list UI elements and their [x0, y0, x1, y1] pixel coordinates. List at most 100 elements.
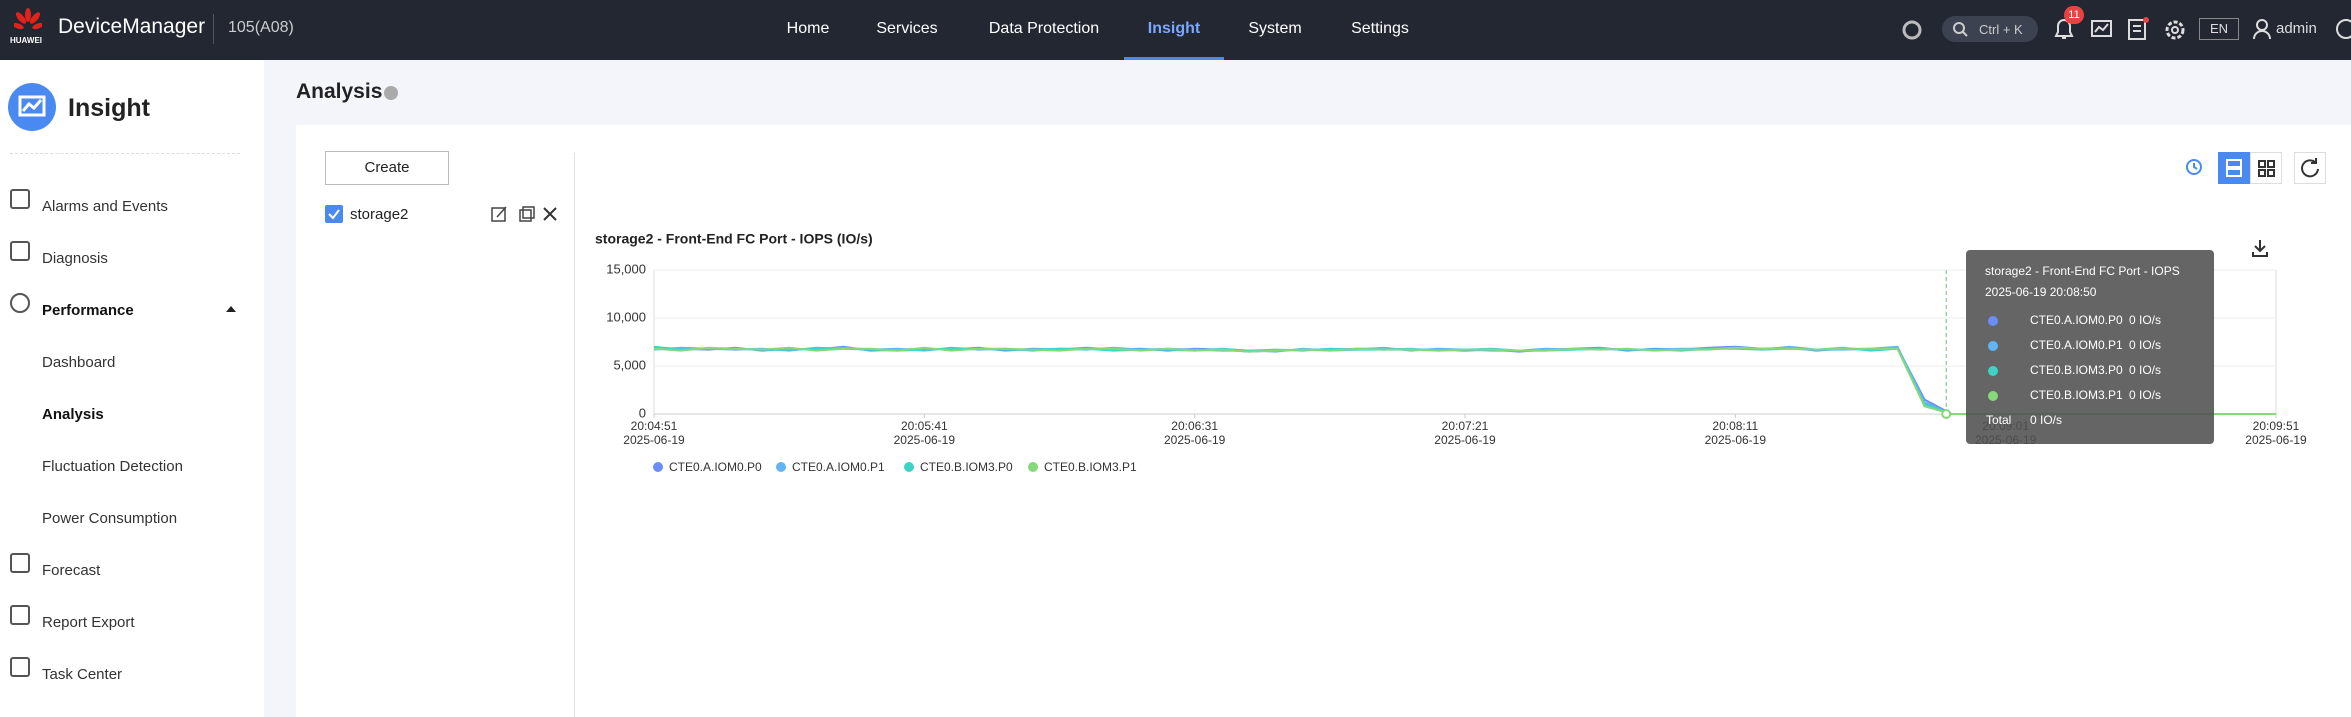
- legend-dot: [1028, 462, 1038, 472]
- tooltip-dot: [1988, 391, 1998, 401]
- x-tick-date: 2025-06-19: [623, 433, 685, 447]
- legend-label: CTE0.B.IOM3.P0: [920, 460, 1013, 474]
- legend-label: CTE0.B.IOM3.P1: [1044, 460, 1137, 474]
- brand: HUAWEI: [10, 36, 42, 45]
- x-tick-label: 20:08:11: [1712, 419, 1758, 433]
- tooltip-total: 0 IO/s: [2030, 413, 2062, 427]
- y-tick-label: 10,000: [606, 309, 646, 324]
- create-button[interactable]: Create: [325, 151, 449, 185]
- user-icon: [2253, 19, 2271, 40]
- download-icon[interactable]: [2250, 238, 2270, 258]
- legend-label: CTE0.A.IOM0.P0: [669, 460, 762, 474]
- submenu-item[interactable]: Fluctuation Detection: [42, 458, 183, 475]
- menu-item[interactable]: Diagnosis: [42, 250, 108, 267]
- x-tick-date: 2025-06-19: [2245, 433, 2307, 447]
- nav-item[interactable]: System: [1248, 20, 1302, 37]
- legend-dot: [776, 462, 786, 472]
- y-tick-label: 15,000: [606, 261, 646, 276]
- menu-icon: [10, 605, 30, 625]
- divider: [574, 153, 575, 717]
- history-icon[interactable]: [2184, 157, 2204, 177]
- x-tick-label: 20:09:51: [2253, 419, 2300, 433]
- menu-item[interactable]: Forecast: [42, 562, 101, 579]
- tooltip: [1966, 250, 2214, 444]
- tooltip-time: 2025-06-19 20:08:50: [1985, 285, 2097, 299]
- tooltip-dot: [1988, 316, 1998, 326]
- tooltip-title: storage2 - Front-End FC Port - IOPS: [1985, 264, 2180, 278]
- tooltip-value: 0 IO/s: [2129, 363, 2161, 377]
- tooltip-name: CTE0.A.IOM0.P0: [2030, 313, 2123, 327]
- search-icon: [1953, 22, 1968, 37]
- tooltip-total-label: Total: [1986, 413, 2011, 427]
- menu-icon: [10, 657, 30, 677]
- tooltip-name: CTE0.A.IOM0.P1: [2030, 338, 2123, 352]
- monitor-icon[interactable]: [2090, 18, 2114, 42]
- view-toggle[interactable]: [2218, 152, 2282, 184]
- tasks-icon[interactable]: [2126, 16, 2150, 42]
- hover-point: [1941, 409, 1952, 419]
- menu-item[interactable]: Task Center: [42, 666, 123, 683]
- notification-badge: 11: [2064, 6, 2084, 24]
- legend-dot: [904, 462, 914, 472]
- x-tick-label: 20:04:51: [631, 419, 678, 433]
- menu-item[interactable]: Performance: [42, 302, 134, 319]
- menu-icon: [10, 241, 30, 261]
- tooltip-dot: [1988, 366, 1998, 376]
- x-tick-label: 20:05:41: [901, 419, 948, 433]
- item-actions[interactable]: [490, 205, 560, 225]
- submenu-item[interactable]: Analysis: [42, 406, 104, 423]
- divider: [213, 14, 214, 44]
- tooltip-dot: [1988, 341, 1998, 351]
- sidebar: Insight Alarms and Events Diagnosis Perfor…: [0, 60, 264, 717]
- nav-item[interactable]: Data Protection: [988, 20, 1100, 37]
- y-tick-label: 5,000: [613, 357, 646, 372]
- menu-icon: [10, 293, 30, 313]
- x-tick-date: 2025-06-19: [1705, 433, 1767, 447]
- x-tick-label: 20:07:21: [1442, 419, 1489, 433]
- top-bar: HUAWEI DeviceManager 105(A08) Home Servic…: [0, 0, 2351, 60]
- page-title: Analysis: [296, 80, 383, 103]
- search-hint: Ctrl + K: [1979, 22, 2023, 37]
- legend-label: CTE0.A.IOM0.P1: [792, 460, 885, 474]
- logo: [14, 8, 42, 30]
- legend-dot: [653, 462, 663, 472]
- tooltip-value: 0 IO/s: [2129, 338, 2161, 352]
- theme-icon[interactable]: [1900, 18, 1924, 42]
- settings-icon[interactable]: [2162, 17, 2188, 43]
- insight-icon: [8, 83, 56, 131]
- tooltip-value: 0 IO/s: [2129, 313, 2161, 327]
- divider: [10, 153, 240, 154]
- search[interactable]: Ctrl + K: [1942, 16, 2038, 42]
- x-tick-date: 2025-06-19: [1434, 433, 1496, 447]
- x-tick-date: 2025-06-19: [894, 433, 956, 447]
- refresh-button[interactable]: [2294, 152, 2326, 184]
- help-icon[interactable]: [2334, 17, 2351, 41]
- nav-item[interactable]: Insight: [1147, 20, 1201, 37]
- user-name[interactable]: admin: [2276, 20, 2317, 37]
- tooltip-value: 0 IO/s: [2129, 388, 2161, 402]
- menu-item[interactable]: Alarms and Events: [42, 198, 168, 215]
- device-name: 105(A08): [228, 19, 294, 36]
- chart-title: storage2 - Front-End FC Port - IOPS (IO/…: [595, 231, 873, 247]
- x-tick-date: 2025-06-19: [1164, 433, 1226, 447]
- menu-icon: [10, 553, 30, 573]
- y-tick-label: 0: [639, 405, 646, 420]
- nav-item[interactable]: Services: [876, 20, 938, 37]
- submenu-item[interactable]: Power Consumption: [42, 510, 178, 527]
- language[interactable]: EN: [2199, 18, 2239, 40]
- help-icon[interactable]: [384, 86, 398, 100]
- menu-item[interactable]: Report Export: [42, 614, 135, 631]
- sidebar-title: Insight: [68, 94, 150, 122]
- collapse-arrow: [226, 306, 236, 312]
- app-name: DeviceManager: [58, 15, 206, 38]
- tooltip-name: CTE0.B.IOM3.P1: [2030, 388, 2123, 402]
- checkbox[interactable]: [325, 205, 343, 223]
- x-tick-label: 20:06:31: [1171, 419, 1218, 433]
- nav-item[interactable]: Home: [786, 20, 830, 37]
- nav-item[interactable]: Settings: [1351, 20, 1409, 37]
- submenu-item[interactable]: Dashboard: [42, 354, 116, 371]
- item-name: storage2: [350, 206, 409, 223]
- active-underline: [1124, 57, 1224, 60]
